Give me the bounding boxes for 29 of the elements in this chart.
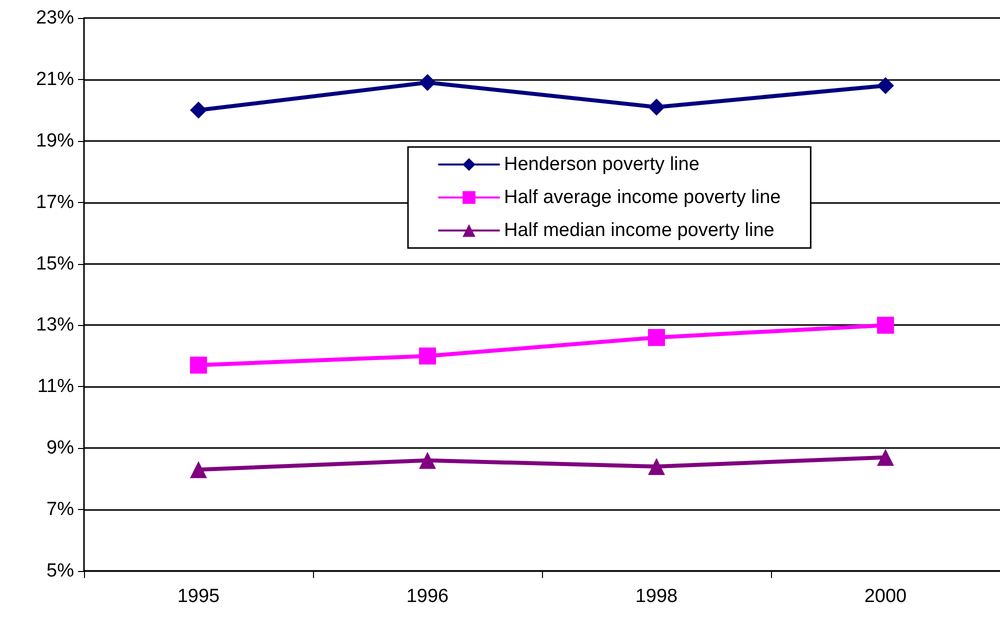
y-tick-label: 23% <box>36 8 74 28</box>
point <box>419 452 436 469</box>
point <box>419 74 436 92</box>
x-tick-label: 1995 <box>177 586 220 607</box>
point <box>419 347 436 364</box>
point <box>190 102 207 119</box>
y-tick-label: 15% <box>36 253 74 274</box>
legend-label: Henderson poverty line <box>504 154 700 175</box>
point <box>877 77 894 94</box>
point <box>877 448 894 466</box>
y-tick-label: 19% <box>36 130 74 152</box>
point <box>877 316 894 334</box>
y-tick-label: 5% <box>46 560 74 582</box>
y-tick-label: 13% <box>36 314 74 336</box>
point <box>190 356 207 374</box>
y-tick-label: 7% <box>46 499 74 520</box>
point <box>648 98 665 116</box>
legend-label: Half median income poverty line <box>504 220 774 241</box>
point <box>648 329 665 346</box>
point <box>190 461 207 478</box>
y-tick-label: 9% <box>46 438 74 459</box>
y-tick-label: 17% <box>36 192 74 213</box>
x-tick-label: 2000 <box>864 586 907 607</box>
x-tick-label: 1996 <box>406 586 449 607</box>
x-tick-label: 1998 <box>635 586 678 607</box>
y-tick-label: 21% <box>36 68 74 90</box>
y-tick-label: 11% <box>37 376 74 398</box>
legend-label: Half average income poverty line <box>504 187 781 208</box>
point <box>648 458 665 476</box>
